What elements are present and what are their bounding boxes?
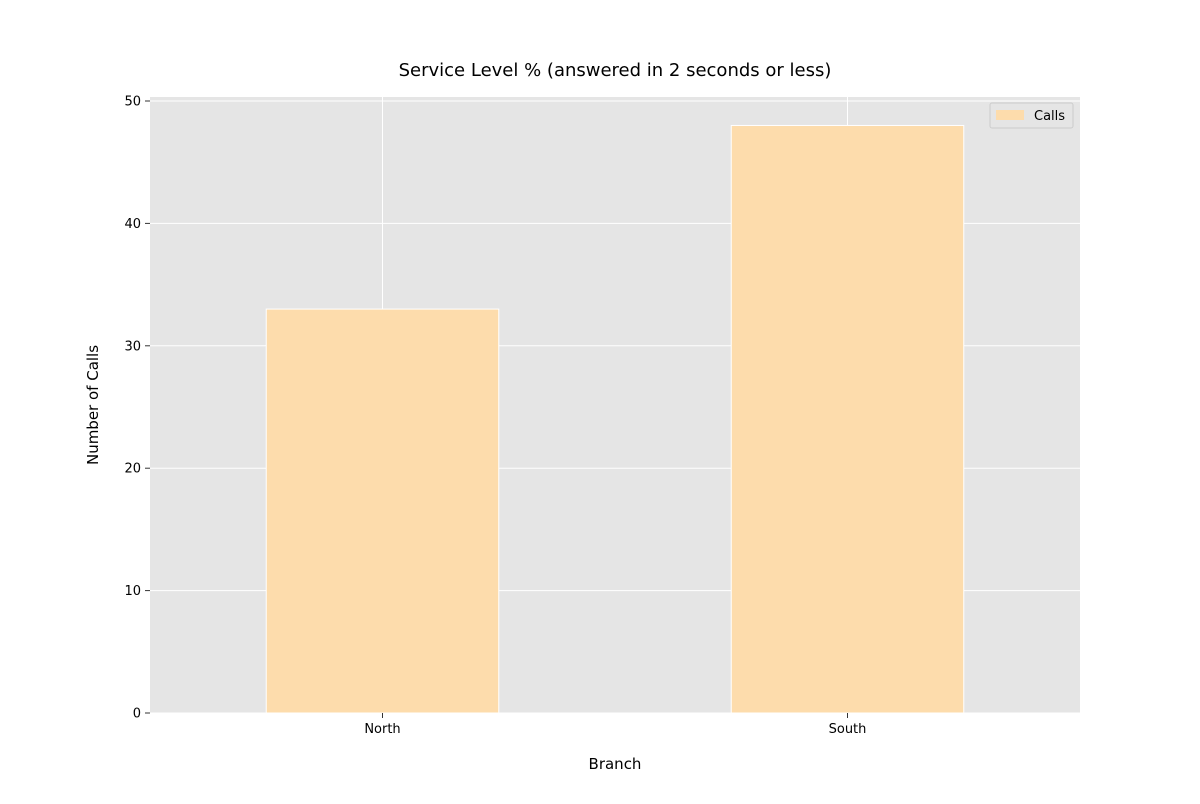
x-axis-ticks: North South — [364, 713, 866, 737]
chart-title: Service Level % (answered in 2 seconds o… — [399, 60, 832, 81]
legend-label: Calls — [1034, 109, 1065, 124]
legend: Calls — [989, 102, 1074, 129]
legend-swatch — [996, 110, 1024, 120]
x-tick-label: South — [829, 722, 867, 737]
y-tick-label: 0 — [133, 707, 141, 722]
y-tick-label: 10 — [124, 584, 141, 599]
x-axis-label: Branch — [589, 755, 642, 773]
y-axis-label: Number of Calls — [84, 345, 102, 465]
bar-north — [265, 308, 500, 714]
y-tick-label: 40 — [124, 217, 141, 232]
legend-box — [989, 102, 1074, 129]
y-tick-label: 50 — [124, 95, 141, 110]
y-tick-label: 30 — [124, 339, 141, 354]
y-axis-ticks: 0 10 20 30 40 50 — [124, 95, 150, 722]
x-tick-label: North — [364, 722, 400, 737]
bar-south — [730, 124, 965, 714]
y-tick-label: 20 — [124, 462, 141, 477]
bars — [265, 124, 965, 714]
